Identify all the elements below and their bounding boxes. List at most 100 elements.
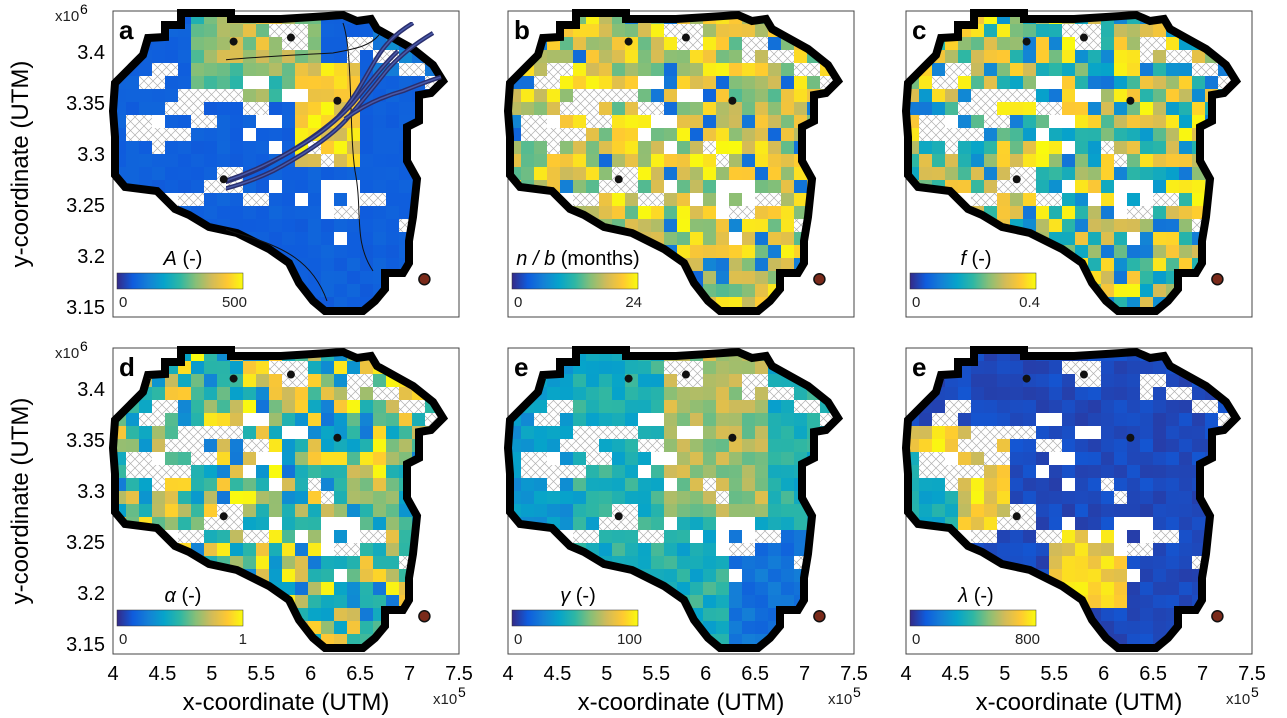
heatmap-cell	[638, 361, 652, 375]
heatmap-cell	[612, 374, 626, 388]
heatmap-cell	[971, 50, 985, 64]
heatmap-cell	[1088, 491, 1102, 505]
heatmap-cell	[386, 206, 400, 220]
heatmap-cell	[586, 491, 600, 505]
heatmap-cell	[1088, 76, 1102, 90]
heatmap-cell	[1127, 374, 1141, 388]
heatmap-cell	[677, 413, 691, 427]
heatmap-cell	[1127, 361, 1141, 375]
heatmap-cell	[534, 400, 548, 414]
heatmap-cell	[932, 102, 946, 116]
heatmap-cell	[1101, 491, 1115, 505]
heatmap-cell	[984, 504, 998, 518]
heatmap-cell	[1088, 63, 1102, 77]
heatmap-cell	[1062, 452, 1076, 466]
heatmap-cell	[984, 439, 998, 453]
heatmap-cell	[599, 37, 613, 51]
heatmap-cell	[269, 76, 283, 90]
heatmap-cell	[768, 193, 782, 207]
heatmap-cell	[1179, 141, 1193, 155]
heatmap-cell	[690, 167, 704, 181]
heatmap-cell	[1088, 465, 1102, 479]
heatmap-cell	[612, 452, 626, 466]
heatmap-cell	[373, 180, 387, 194]
heatmap-cell	[1166, 400, 1180, 414]
heatmap-cell	[560, 413, 574, 427]
heatmap-cell	[165, 465, 179, 479]
heatmap-cell	[386, 167, 400, 181]
heatmap-cell	[690, 258, 704, 272]
heatmap-cell	[984, 491, 998, 505]
heatmap-cell	[1088, 115, 1102, 129]
heatmap-cell	[703, 219, 717, 233]
heatmap-cell	[1166, 452, 1180, 466]
heatmap-cell	[958, 491, 972, 505]
heatmap-cell	[1062, 426, 1076, 440]
heatmap-cell	[1088, 582, 1102, 596]
heatmap-cell	[932, 426, 946, 440]
heatmap-cell	[521, 76, 535, 90]
heatmap-cell	[204, 76, 218, 90]
heatmap-cell	[1101, 582, 1115, 596]
x-tick-label: 4.5	[942, 663, 970, 685]
heatmap-cell	[742, 517, 756, 531]
heatmap-cell	[1166, 491, 1180, 505]
heatmap-cell	[347, 517, 361, 531]
heatmap-cell	[1075, 245, 1089, 259]
heatmap-cell	[586, 141, 600, 155]
heatmap-cell	[282, 128, 296, 142]
heatmap-cell	[945, 491, 959, 505]
heatmap-cell	[547, 115, 561, 129]
heatmap-cell	[243, 128, 257, 142]
heatmap-cell	[586, 89, 600, 103]
station-point	[219, 175, 228, 184]
heatmap-cell	[664, 76, 678, 90]
heatmap-cell	[269, 374, 283, 388]
heatmap-cell	[1036, 387, 1050, 401]
heatmap-cell	[360, 387, 374, 401]
heatmap-cell	[997, 465, 1011, 479]
heatmap-cell	[651, 180, 665, 194]
heatmap-cell	[308, 219, 322, 233]
heatmap-cell	[599, 426, 613, 440]
heatmap-cell	[1153, 76, 1167, 90]
heatmap-cell	[573, 530, 587, 544]
heatmap-cell	[334, 180, 348, 194]
heatmap-cell	[573, 478, 587, 492]
heatmap-cell	[399, 102, 413, 116]
heatmap-cell	[1088, 595, 1102, 609]
heatmap-cell	[269, 504, 283, 518]
heatmap-cell	[703, 491, 717, 505]
heatmap-cell	[651, 193, 665, 207]
y-tick-label: 3.2	[77, 246, 105, 268]
heatmap-cell	[625, 141, 639, 155]
heatmap-cell	[1023, 439, 1037, 453]
heatmap-cell	[1010, 426, 1024, 440]
heatmap-cell	[677, 232, 691, 246]
heatmap-cell	[729, 582, 743, 596]
heatmap-cell	[945, 154, 959, 168]
heatmap-cell	[690, 491, 704, 505]
station-point	[219, 512, 228, 521]
heatmap-cell	[807, 413, 821, 427]
heatmap-cell	[1062, 504, 1076, 518]
heatmap-cell	[152, 465, 166, 479]
heatmap-cell	[1062, 530, 1076, 544]
heatmap-cell	[1114, 387, 1128, 401]
heatmap-cell	[664, 387, 678, 401]
heatmap-cell	[651, 115, 665, 129]
heatmap-cell	[165, 76, 179, 90]
heatmap-cell	[677, 387, 691, 401]
heatmap-cell	[560, 465, 574, 479]
heatmap-cell	[191, 465, 205, 479]
heatmap-cell	[521, 167, 535, 181]
heatmap-cell	[1101, 258, 1115, 272]
heatmap-cell	[677, 491, 691, 505]
heatmap-cell	[126, 89, 140, 103]
colorbar-max: 500	[222, 294, 247, 311]
heatmap-cell	[612, 361, 626, 375]
heatmap-cell	[1114, 167, 1128, 181]
heatmap-cell	[1075, 50, 1089, 64]
heatmap-cell	[755, 206, 769, 220]
heatmap-cell	[573, 387, 587, 401]
